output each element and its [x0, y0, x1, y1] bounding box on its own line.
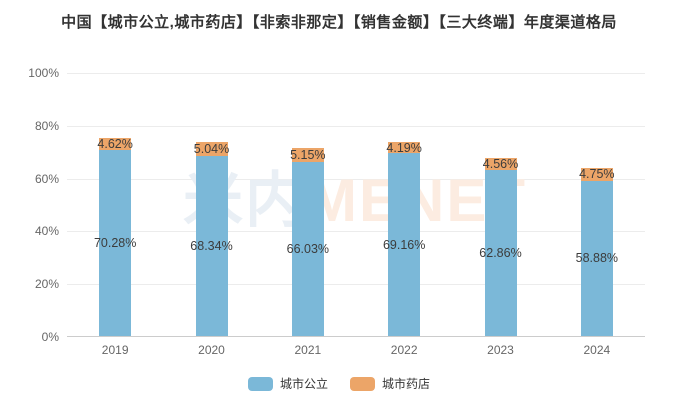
bar-city-public-hospital-2019[interactable]: [99, 150, 132, 336]
bar-value-label-city-drugstore-2020: 5.04%: [193, 141, 230, 156]
bar-value-label-city-drugstore-2024: 4.75%: [579, 167, 615, 182]
legend-item-city-drugstore[interactable]: 城市药店: [350, 375, 430, 392]
legend-label-city-drugstore: 城市药店: [382, 377, 431, 391]
x-axis-tick-label-2020: 2020: [198, 343, 225, 357]
legend-label-city-public-hospital: 城市公立: [279, 377, 328, 391]
chart-legend: 城市公立 城市药店: [0, 375, 678, 392]
bar-city-drugstore-2019[interactable]: [99, 138, 132, 151]
bar-city-public-hospital-2023[interactable]: [484, 170, 517, 336]
bar-city-public-hospital-2021[interactable]: [291, 161, 324, 336]
x-axis-tick-label-2021: 2021: [294, 343, 322, 357]
x-axis-tick-label-2019: 2019: [101, 343, 129, 357]
bar-value-label-city-public-hospital-2019: 70.28%: [93, 236, 137, 251]
gridline: [67, 284, 645, 285]
y-axis-tick-label: 0%: [41, 330, 59, 344]
bar-city-drugstore-2024[interactable]: [580, 168, 613, 181]
bar-city-drugstore-2022[interactable]: [388, 142, 421, 154]
legend-item-city-public-hospital[interactable]: 城市公立: [247, 375, 328, 392]
y-axis-tick-label: 80%: [34, 119, 59, 133]
gridline: [67, 73, 645, 74]
y-axis-tick-label: 60%: [34, 172, 59, 186]
y-axis-tick-label: 100%: [28, 66, 59, 80]
menet-watermark: 米内MENET: [183, 169, 527, 233]
bar-value-label-city-public-hospital-2024: 58.88%: [575, 251, 619, 266]
y-axis-tick-label: 20%: [34, 277, 59, 291]
legend-marker-city-public-hospital: [247, 376, 273, 391]
plot-area: 米内MENET 0% 20% 40% 60% 80% 100% 70.28% 4.62% 201…: [28, 67, 645, 357]
bar-value-label-city-public-hospital-2023: 62.86%: [479, 246, 522, 261]
bar-value-label-city-drugstore-2022: 4.19%: [386, 140, 422, 155]
bar-value-label-city-public-hospital-2020: 68.34%: [190, 238, 233, 253]
chart-title: 中国【城市公立,城市药店】【非索非那定】【销售金额】【三大终端】年度渠道格局: [61, 14, 617, 31]
gridline: [67, 126, 645, 127]
bar-city-drugstore-2021[interactable]: [291, 148, 324, 162]
bar-city-public-hospital-2020[interactable]: [195, 155, 228, 336]
x-axis-tick-label-2023: 2023: [487, 343, 514, 357]
gridline: [67, 231, 645, 232]
bar-city-public-hospital-2024[interactable]: [580, 180, 613, 336]
bar-value-label-city-public-hospital-2022: 69.16%: [382, 237, 426, 252]
bar-value-label-city-drugstore-2023: 4.56%: [482, 157, 519, 172]
legend-marker-city-drugstore: [350, 376, 375, 391]
bar-value-label-city-public-hospital-2021: 66.03%: [286, 241, 330, 256]
y-axis-tick-label: 40%: [34, 224, 59, 238]
bar-value-label-city-drugstore-2021: 5.15%: [290, 147, 326, 162]
gridline: [67, 179, 645, 180]
bar-city-drugstore-2020[interactable]: [195, 142, 228, 156]
x-axis-tick-label-2022: 2022: [390, 343, 418, 357]
x-axis-tick-label-2024: 2024: [583, 343, 611, 357]
bar-value-label-city-drugstore-2019: 4.62%: [97, 137, 133, 152]
bar-city-drugstore-2023[interactable]: [484, 158, 517, 171]
bar-city-public-hospital-2022[interactable]: [388, 153, 421, 336]
